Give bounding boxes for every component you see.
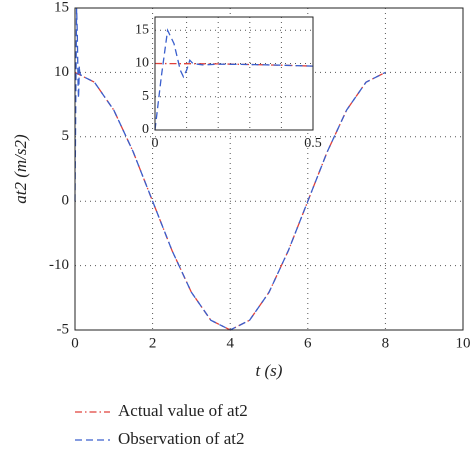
plot-frame — [154, 16, 314, 131]
y-tick-label: 15 — [54, 0, 69, 15]
x-tick-label: 0.5 — [304, 136, 322, 151]
y-tick-label: 5 — [62, 128, 70, 144]
plot-frame — [74, 7, 464, 331]
x-tick-label: 6 — [304, 335, 312, 351]
y-tick-label: 5 — [142, 89, 149, 104]
x-tick-label: 2 — [149, 335, 157, 351]
y-tick-label: 15 — [135, 23, 149, 38]
legend-label: Observation of at2 — [118, 429, 245, 448]
plot-area — [155, 17, 313, 130]
y-tick-label: -5 — [57, 321, 70, 337]
x-tick-label: 0 — [71, 335, 79, 351]
x-tick-label: 8 — [382, 335, 390, 351]
x-tick-label: 4 — [226, 335, 234, 351]
x-axis-label: t (s) — [256, 361, 283, 380]
legend-label: Actual value of at2 — [118, 401, 248, 420]
data-line — [154, 28, 314, 131]
y-tick-label: 0 — [62, 193, 70, 209]
y-tick-label: 10 — [54, 64, 69, 80]
data-line — [74, 7, 386, 331]
y-tick-label: 0 — [142, 122, 149, 137]
y-tick-label: -10 — [49, 257, 69, 273]
x-tick-label: 10 — [456, 335, 471, 351]
y-tick-label: 10 — [135, 56, 149, 71]
x-tick-label: 0 — [152, 136, 159, 151]
y-axis-label: at2 (m/s2) — [11, 134, 30, 204]
